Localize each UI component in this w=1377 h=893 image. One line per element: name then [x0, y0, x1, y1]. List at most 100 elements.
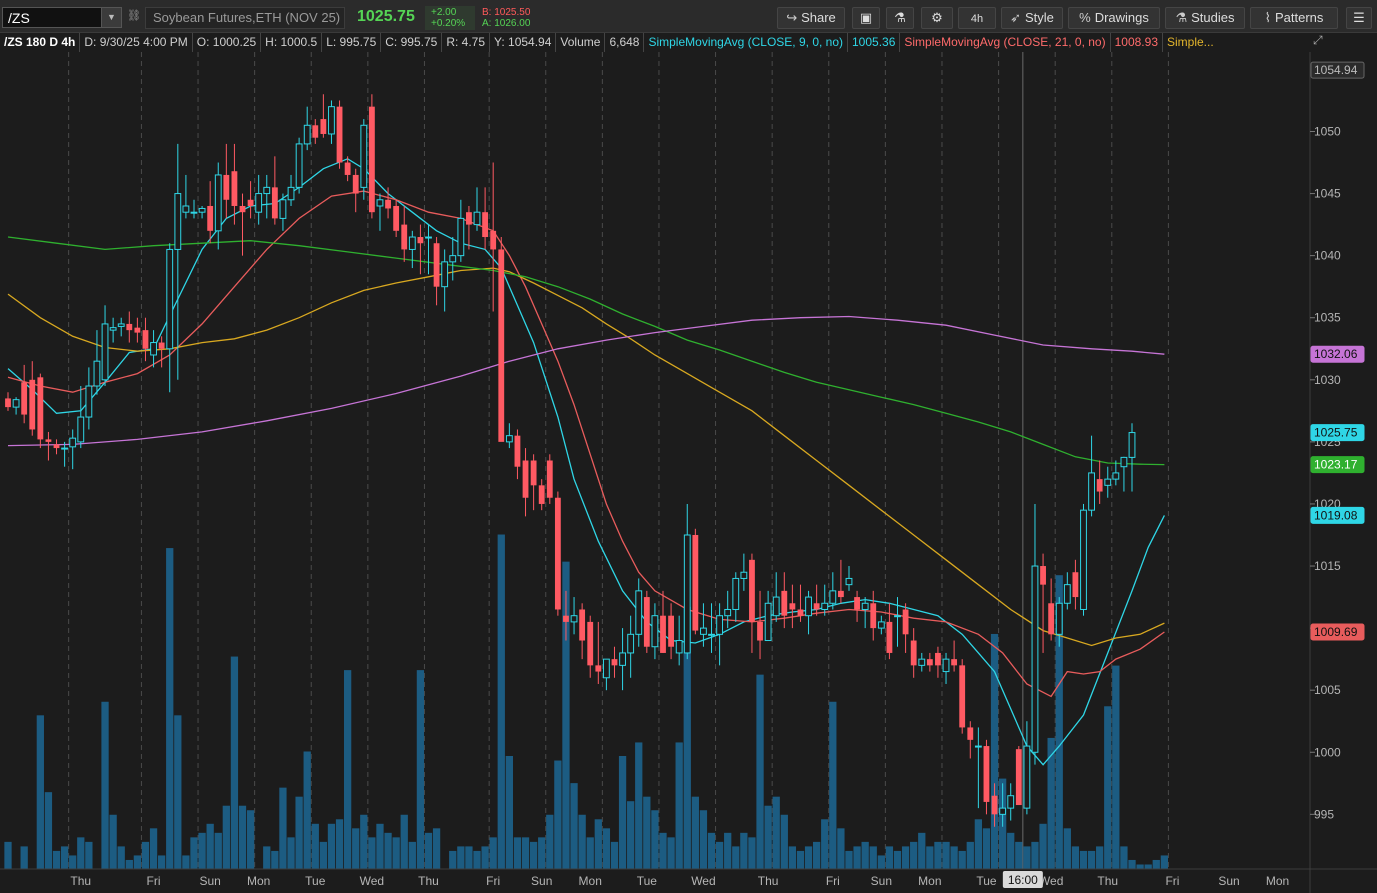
patterns-button[interactable]: ⌇ Patterns — [1250, 7, 1338, 29]
volume-bar — [950, 846, 958, 869]
candle-body-up — [214, 174, 222, 232]
chevron-down-icon[interactable]: ▼ — [101, 8, 121, 27]
volume-bar — [724, 832, 732, 869]
share-arrow-icon: ↪ — [786, 10, 798, 25]
candle-body-down — [368, 106, 375, 213]
link-icon[interactable]: ⛓ — [127, 10, 141, 22]
volume-bar — [1071, 846, 1080, 869]
volume-bar — [804, 846, 813, 869]
volume-bar — [368, 837, 376, 869]
time-tick-label: Mon — [579, 874, 602, 888]
candle-body-up — [732, 577, 740, 610]
volume-label[interactable]: Volume — [556, 33, 606, 52]
style-button[interactable]: ➶ Style — [1001, 7, 1063, 29]
candle-body-up — [69, 437, 77, 448]
time-tick-label: Sun — [531, 874, 552, 888]
price-badge — [1310, 506, 1365, 524]
more-studies-label[interactable]: Simple... — [1167, 35, 1214, 49]
candle-body-down — [910, 640, 917, 666]
volume-bar — [853, 846, 861, 869]
candle-body-down — [29, 379, 36, 430]
candle-body-down — [749, 559, 755, 622]
candle-body-down — [902, 609, 909, 635]
share-button[interactable]: ↪ Share — [777, 7, 845, 29]
candle-body-down — [611, 659, 618, 666]
symbol-input[interactable]: /ZS ▼ — [2, 7, 122, 28]
sma9-label[interactable]: SimpleMovingAvg (CLOSE, 9, 0, no) — [644, 33, 848, 52]
volume-bar — [36, 715, 44, 869]
volume-bar — [740, 832, 748, 869]
camera-icon: ▣ — [859, 10, 873, 25]
bar-open: O: 1000.25 — [193, 33, 262, 52]
candle-body-down — [991, 795, 998, 815]
candle-body-up — [1128, 432, 1136, 458]
candle-body-up — [918, 658, 926, 666]
volume-bar — [1160, 855, 1168, 869]
volume-bar — [732, 846, 740, 869]
candle-body-down — [959, 665, 966, 728]
candle-body-down — [385, 199, 391, 209]
volume-bar — [529, 841, 538, 869]
settings-button[interactable]: ⚙ — [921, 7, 953, 29]
patterns-label: Patterns — [1274, 10, 1324, 25]
volume-bar — [4, 841, 12, 869]
drawings-button[interactable]: % Drawings — [1068, 7, 1160, 29]
candle-body-down — [983, 746, 990, 802]
chart-header[interactable]: /ZS 180 D 4h — [0, 33, 81, 52]
price-badge — [1310, 424, 1365, 442]
symbol-text: /ZS — [8, 10, 30, 26]
flask-button[interactable]: ⚗ — [886, 7, 914, 29]
candle-body-up — [1063, 584, 1071, 604]
time-axis-ticks: Thu Fri Sun Mon Tue Wed Thu Fri Sun Mon Tue Wed Thu F… — [70, 874, 1289, 888]
volume-bar — [885, 846, 894, 869]
time-tick-label: Mon — [247, 874, 270, 888]
candle-body-down — [401, 224, 408, 250]
sma21-label[interactable]: SimpleMovingAvg (CLOSE, 21, 0, no) — [900, 33, 1111, 52]
expand-chart-icon[interactable]: ⤢ — [1313, 33, 1323, 47]
volume-bar — [958, 850, 966, 869]
price-chart[interactable]: 9951000100510101015102010251030103510401… — [0, 52, 1377, 893]
timeframe-button[interactable]: 4h — [958, 7, 996, 29]
candle-body-up — [999, 807, 1007, 815]
bar-high: H: 1000.5 — [261, 33, 323, 52]
volume-bar — [513, 837, 522, 869]
candle-body-down — [1015, 749, 1022, 806]
volume-bar — [238, 805, 247, 869]
time-tick-label: Thu — [70, 874, 91, 888]
time-tick-label: Fri — [147, 874, 161, 888]
price-badge-text: 1054.94 — [1314, 63, 1358, 77]
sma9-value: 1005.36 — [848, 33, 901, 52]
candle-body-up — [942, 658, 950, 673]
volume-bar — [400, 814, 408, 869]
candle-body-up — [457, 217, 465, 257]
candle-body-down — [271, 187, 278, 219]
time-tick-label: Wed — [360, 874, 384, 888]
volume-bar — [829, 701, 837, 869]
volume-bar — [974, 819, 983, 869]
volume-bar — [465, 846, 473, 869]
candle-body-up — [683, 534, 691, 654]
menu-button[interactable]: ☰ — [1346, 7, 1372, 29]
candle-body-down — [231, 171, 238, 206]
cursor-time-badge — [1002, 871, 1043, 888]
sma-line — [7, 315, 1165, 447]
time-tick-label: Mon — [918, 874, 941, 888]
candle-body-up — [861, 602, 869, 610]
candle-body-down — [21, 382, 28, 415]
chart-toolbar: /ZS ▼ ⛓ Soybean Futures,ETH (NOV 25) 102… — [0, 0, 1377, 33]
sma-line — [7, 236, 1165, 466]
candle-body-up — [174, 193, 182, 250]
candle-body-up — [570, 615, 578, 623]
snapshot-button[interactable]: ▣ — [852, 7, 880, 29]
volume-bar — [198, 832, 206, 869]
sma-line — [7, 190, 1165, 698]
candle-body-up — [263, 186, 271, 195]
bar-low: L: 995.75 — [322, 33, 382, 52]
time-tick-label: Tue — [637, 874, 658, 888]
studies-button[interactable]: ⚗ Studies — [1165, 7, 1245, 29]
volume-bar — [651, 810, 659, 869]
candle-body-up — [877, 621, 885, 629]
volume-bar — [990, 633, 999, 869]
volume-bar — [60, 846, 69, 869]
candle-body-up — [602, 658, 610, 679]
